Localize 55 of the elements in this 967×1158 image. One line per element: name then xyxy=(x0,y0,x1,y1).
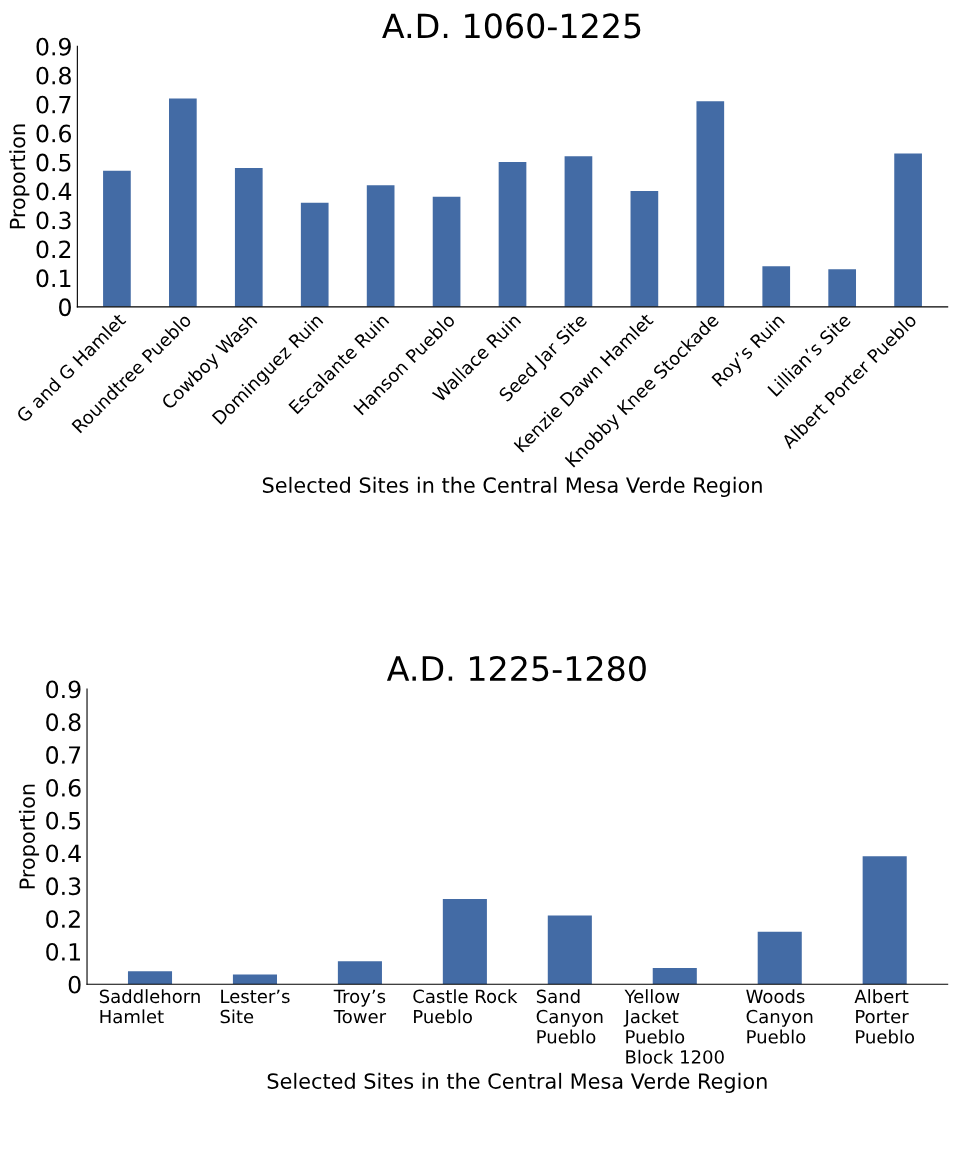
x-tick-label: Yellow Jacket Pueblo Block 1200 xyxy=(623,989,724,1064)
y-tick-label: 0.6 xyxy=(36,124,72,143)
y-tick-label: 0.3 xyxy=(46,877,81,896)
bar xyxy=(169,98,197,307)
y-tick-label: 0.9 xyxy=(46,680,81,699)
bar xyxy=(366,185,395,307)
y-tick-label: 0.7 xyxy=(46,746,81,764)
x-tick-label: Sand Canyon Pueblo xyxy=(536,989,603,1044)
y-axis-title: Proportion xyxy=(9,124,30,229)
bar xyxy=(757,931,802,985)
x-axis-title: Selected Sites in the Central Mesa Verde Region xyxy=(262,476,762,498)
y-tick-label: 0 xyxy=(59,298,71,317)
x-axis-title: Selected Sites in the Central Mesa Verde Region xyxy=(267,1072,767,1094)
y-tick-label: 0.9 xyxy=(36,37,71,56)
y-tick-label: 0.2 xyxy=(46,910,80,928)
x-tick-label: Castle Rock Pueblo xyxy=(413,989,518,1024)
bar xyxy=(127,971,173,985)
bar xyxy=(630,191,659,307)
bar xyxy=(232,974,277,985)
bar xyxy=(564,156,593,307)
bar xyxy=(300,202,329,307)
x-tick-label: Woods Canyon Pueblo xyxy=(746,989,813,1044)
y-tick-label: 0.8 xyxy=(36,66,71,85)
y-tick-label: 0.3 xyxy=(36,211,71,230)
bar xyxy=(862,856,907,985)
y-tick-label: 0.6 xyxy=(46,778,81,797)
x-tick-label: Albert Porter Pueblo xyxy=(854,989,915,1044)
x-tick-label: Lester’s Site xyxy=(220,989,290,1024)
bar xyxy=(696,101,725,307)
chart-title: A.D. 1225-1280 xyxy=(386,655,646,682)
chart-title: A.D. 1060-1225 xyxy=(382,13,641,39)
bar xyxy=(442,898,487,985)
bar xyxy=(894,153,922,307)
y-axis-title: Proportion xyxy=(18,784,40,889)
x-tick-label: Saddlehorn Hamlet xyxy=(99,989,200,1024)
bar xyxy=(498,162,527,307)
x-tick-label: Troy’s Tower xyxy=(333,989,387,1024)
y-tick-label: 0.8 xyxy=(46,713,81,732)
bar xyxy=(828,269,857,307)
y-tick-label: 0 xyxy=(68,975,81,994)
y-tick-label: 0.1 xyxy=(46,942,80,961)
y-tick-label: 0.5 xyxy=(46,811,81,830)
bar xyxy=(337,961,382,985)
bar xyxy=(103,170,131,307)
bar xyxy=(762,266,791,307)
bar xyxy=(234,167,263,307)
y-tick-label: 0.4 xyxy=(36,182,72,201)
y-tick-label: 0.2 xyxy=(36,240,71,259)
y-tick-label: 0.7 xyxy=(36,95,71,114)
bar xyxy=(432,196,461,307)
bar xyxy=(652,967,697,985)
y-tick-label: 0.5 xyxy=(36,153,71,172)
bar xyxy=(547,915,592,985)
y-tick-label: 0.1 xyxy=(36,269,71,288)
y-tick-label: 0.4 xyxy=(46,844,81,863)
